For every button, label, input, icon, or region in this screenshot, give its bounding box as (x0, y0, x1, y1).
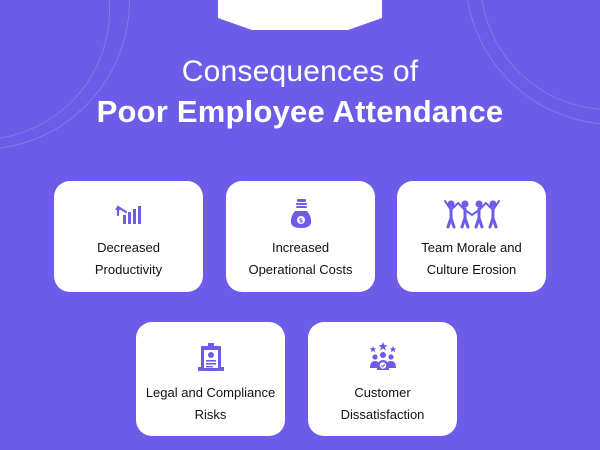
svg-text:$: $ (298, 218, 302, 225)
card-decreased-productivity: Decreased Productivity (54, 181, 203, 292)
card-legal-compliance-risks: Legal and Compliance Risks (136, 322, 285, 436)
team-people-icon (443, 199, 501, 229)
card-customer-dissatisfaction: Customer Dissatisfaction (308, 322, 457, 436)
card-team-morale: Team Morale and Culture Erosion (397, 181, 546, 292)
customer-review-icon (368, 342, 398, 372)
top-tab-shape (218, 0, 382, 30)
page-title-line1: Consequences of (181, 55, 419, 88)
declining-bar-chart-icon (114, 199, 144, 229)
money-bag-coins-icon: $ (286, 199, 316, 229)
card-label: Customer Dissatisfaction (340, 385, 425, 422)
card-label: Team Morale and Culture Erosion (421, 240, 522, 277)
page-title-line2: Poor Employee Attendance (96, 94, 504, 129)
card-label: Decreased Productivity (94, 240, 163, 277)
legal-document-icon (196, 342, 226, 372)
card-label: Increased Operational Costs (248, 240, 353, 277)
card-increased-operational-costs: $ Increased Operational Costs (226, 181, 375, 292)
card-label: Legal and Compliance Risks (145, 385, 276, 422)
